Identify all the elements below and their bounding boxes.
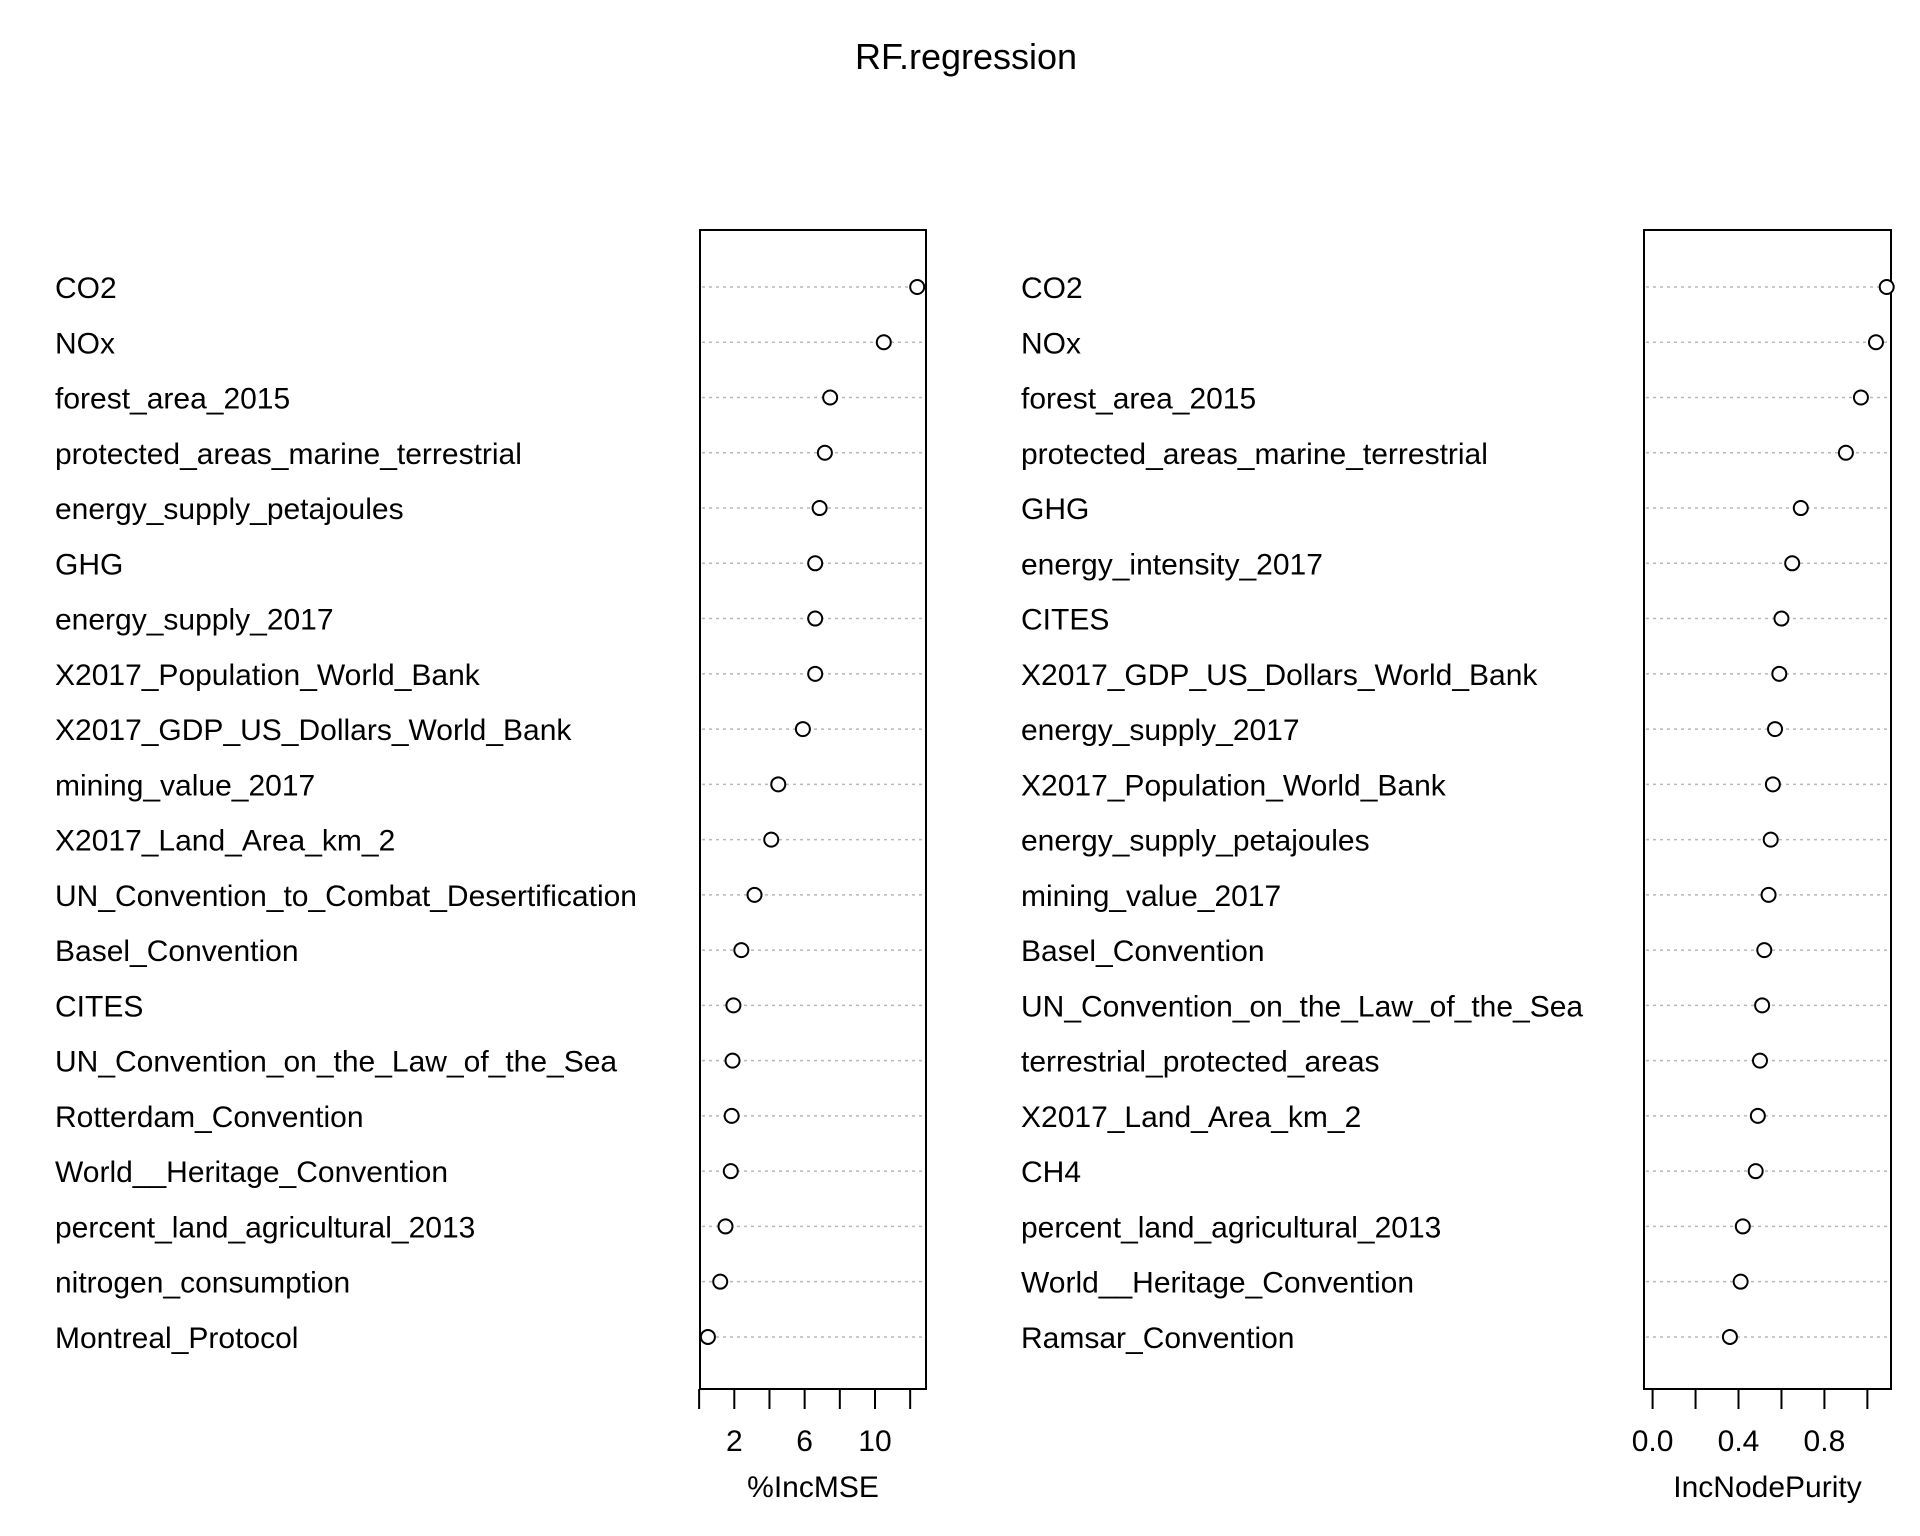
importance-point <box>1756 942 1773 959</box>
importance-point <box>724 1052 741 1069</box>
importance-point <box>1754 997 1771 1014</box>
variable-label: X2017_GDP_US_Dollars_World_Bank <box>1021 659 1538 692</box>
importance-point <box>723 1107 740 1124</box>
importance-point <box>1721 1328 1738 1345</box>
importance-point <box>1784 555 1801 572</box>
importance-point <box>807 555 824 572</box>
importance-point <box>1747 1163 1764 1180</box>
importance-point <box>1837 444 1854 461</box>
x-tick-label: 10 <box>858 1425 891 1458</box>
variable-label: Basel_Convention <box>1021 935 1265 968</box>
variable-label: percent_land_agricultural_2013 <box>1021 1211 1441 1244</box>
importance-point <box>794 721 811 738</box>
importance-point <box>875 334 892 351</box>
variable-label: GHG <box>55 548 123 581</box>
importance-point <box>1764 776 1781 793</box>
variable-label: UN_Convention_on_the_Law_of_the_Sea <box>1021 990 1583 1023</box>
importance-point <box>1852 389 1869 406</box>
variable-label: mining_value_2017 <box>55 769 315 802</box>
chart-title: RF.regression <box>855 36 1077 77</box>
x-tick-label: 6 <box>796 1425 813 1458</box>
x-tick-label: 0.0 <box>1632 1425 1674 1458</box>
variable-label: energy_intensity_2017 <box>1021 548 1323 581</box>
variable-label: X2017_Land_Area_km_2 <box>1021 1101 1361 1134</box>
x-axis-label-incnodepurity: IncNodePurity <box>1673 1471 1861 1504</box>
x-tick-label: 0.8 <box>1804 1425 1846 1458</box>
variable-label: CH4 <box>1021 1156 1081 1189</box>
x-axis-label-incmse: %IncMSE <box>747 1471 879 1504</box>
importance-point <box>770 776 787 793</box>
variable-label: Ramsar_Convention <box>1021 1322 1294 1355</box>
importance-point <box>807 610 824 627</box>
variable-label: UN_Convention_on_the_Law_of_the_Sea <box>55 1046 617 1079</box>
importance-point <box>1771 665 1788 682</box>
plot-frame-incnodepurity <box>1643 229 1892 1390</box>
variable-label: X2017_GDP_US_Dollars_World_Bank <box>55 714 572 747</box>
importance-point <box>816 444 833 461</box>
variable-label: nitrogen_consumption <box>55 1267 350 1300</box>
panel-incnodepurity: CO2 NOx forest_area_2015 protected_areas_ma… <box>1021 229 1895 1504</box>
variable-label: energy_supply_2017 <box>55 604 334 637</box>
importance-point <box>1760 886 1777 903</box>
variable-label: energy_supply_petajoules <box>55 493 404 526</box>
variable-label: World__Heritage_Convention <box>55 1156 448 1189</box>
importance-point <box>763 831 780 848</box>
variable-label: World__Heritage_Convention <box>1021 1267 1414 1300</box>
variable-label: mining_value_2017 <box>1021 880 1281 913</box>
importance-point <box>1749 1107 1766 1124</box>
variable-label: NOx <box>55 327 115 360</box>
variable-label: UN_Convention_to_Combat_Desertification <box>55 880 637 913</box>
variable-label: X2017_Population_World_Bank <box>55 659 481 692</box>
variable-label: percent_land_agricultural_2013 <box>55 1211 475 1244</box>
importance-point <box>1773 610 1790 627</box>
importance-point <box>717 1218 734 1235</box>
importance-point <box>1762 831 1779 848</box>
importance-point <box>1734 1218 1751 1235</box>
importance-point <box>712 1273 729 1290</box>
variable-label: forest_area_2015 <box>1021 383 1256 416</box>
x-tick-label: 2 <box>726 1425 743 1458</box>
variable-label: energy_supply_2017 <box>1021 714 1300 747</box>
variable-label: Rotterdam_Convention <box>55 1101 364 1134</box>
importance-point <box>1751 1052 1768 1069</box>
variable-label: CO2 <box>1021 272 1083 305</box>
importance-point <box>811 500 828 517</box>
variable-label: terrestrial_protected_areas <box>1021 1046 1380 1079</box>
variable-label: energy_supply_petajoules <box>1021 825 1370 858</box>
importance-point <box>1878 279 1895 295</box>
importance-point <box>1732 1273 1749 1290</box>
variable-label: Basel_Convention <box>55 935 299 968</box>
importance-point <box>1792 500 1809 517</box>
importance-point <box>1767 721 1784 738</box>
importance-point <box>822 389 839 406</box>
panel-incmse: CO2 NOx forest_area_2015 protected_areas_ma… <box>55 229 927 1504</box>
variable-label: forest_area_2015 <box>55 383 290 416</box>
importance-point <box>1867 334 1884 351</box>
importance-point <box>722 1163 739 1180</box>
variable-label: Montreal_Protocol <box>55 1322 298 1355</box>
variable-label: X2017_Land_Area_km_2 <box>55 825 395 858</box>
variable-label: NOx <box>1021 327 1081 360</box>
importance-point <box>807 665 824 682</box>
importance-point <box>909 279 926 295</box>
importance-point <box>699 1328 716 1345</box>
x-tick-label: 0.4 <box>1718 1425 1760 1458</box>
importance-point <box>746 886 763 903</box>
importance-point <box>733 942 750 959</box>
importance-point <box>725 997 742 1014</box>
variable-label: CITES <box>1021 604 1109 637</box>
variable-label: protected_areas_marine_terrestrial <box>1021 438 1488 471</box>
variable-label: X2017_Population_World_Bank <box>1021 769 1447 802</box>
variable-label: CO2 <box>55 272 117 305</box>
variable-label: CITES <box>55 990 143 1023</box>
variable-label: protected_areas_marine_terrestrial <box>55 438 522 471</box>
plot-frame-incmse <box>699 229 927 1390</box>
variable-label: GHG <box>1021 493 1089 526</box>
